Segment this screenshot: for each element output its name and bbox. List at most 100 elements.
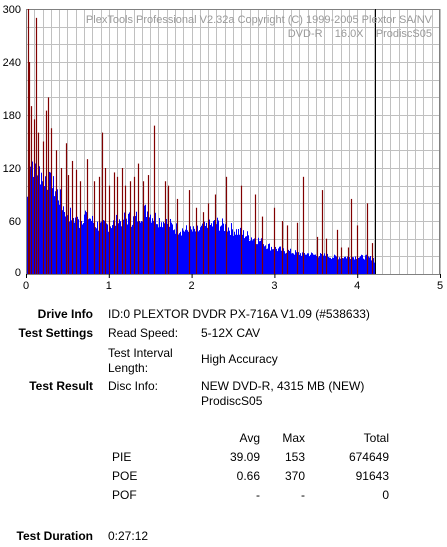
pie-bar xyxy=(197,225,198,274)
pie-bar xyxy=(118,223,119,274)
pie-bar xyxy=(41,172,42,274)
pie-bar xyxy=(116,214,117,274)
pie-bar xyxy=(237,234,238,274)
disc-info-line-1: NEW DVD-R, 4315 MB (NEW) xyxy=(201,379,365,393)
pie-bar xyxy=(257,244,258,274)
pie-bar xyxy=(239,234,240,274)
pie-bar xyxy=(278,248,279,274)
pie-bar xyxy=(63,206,64,274)
pie-bar xyxy=(267,248,268,274)
y-tick-label: 240 xyxy=(3,57,21,69)
pie-bar xyxy=(47,189,48,274)
pie-bar xyxy=(314,254,315,274)
pie-bar xyxy=(289,250,290,274)
pie-bar xyxy=(350,259,351,274)
pie-bar xyxy=(100,222,101,274)
watermark-line-2: DVD-R 16.0X ProdiscS05 xyxy=(288,28,432,40)
pie-bar xyxy=(67,215,68,274)
pie-bar xyxy=(331,259,332,274)
pie-bar xyxy=(213,220,214,274)
pie-bar xyxy=(238,229,239,274)
pie-bar xyxy=(155,212,156,274)
pie-bar xyxy=(272,249,273,274)
pie-bar xyxy=(211,223,212,274)
pie-bar xyxy=(166,218,167,274)
x-tick-label: 3 xyxy=(271,280,277,292)
pie-bar xyxy=(313,254,314,274)
drive-info-value: ID:0 PLEXTOR DVDR PX-716A V1.09 (#538633… xyxy=(108,307,370,321)
pie-bar xyxy=(281,250,282,274)
pie-bar xyxy=(225,224,226,274)
pie-bar xyxy=(224,231,225,274)
pie-bar xyxy=(55,191,56,274)
pof-row-max: - xyxy=(301,488,305,502)
pie-bar xyxy=(339,257,340,274)
pie-bar xyxy=(33,176,34,274)
pie-bar xyxy=(73,218,74,274)
pie-bar xyxy=(358,258,359,274)
results-header-total: Total xyxy=(363,431,389,445)
pie-bar xyxy=(157,224,158,274)
pie-bar xyxy=(363,258,364,274)
pie-bar xyxy=(103,220,104,274)
y-tick-label: 60 xyxy=(9,216,21,228)
pie-bar xyxy=(174,229,175,274)
pie-bar xyxy=(159,217,160,274)
pie-bar xyxy=(228,227,229,274)
pie-bar xyxy=(58,200,59,274)
pie-bar xyxy=(160,226,161,274)
pie-bar xyxy=(179,233,180,274)
pie-bar xyxy=(275,246,276,274)
pie-bar xyxy=(373,258,374,274)
y-axis-ticks: 0 60 120 180 240 300 xyxy=(3,4,21,279)
pie-bar xyxy=(212,226,213,274)
x-tick-label: 0 xyxy=(23,280,29,292)
pie-bar xyxy=(106,223,107,274)
pie-bar xyxy=(91,220,92,274)
pie-bar xyxy=(152,218,153,274)
pie-bar xyxy=(253,239,254,274)
pie-bar xyxy=(57,189,58,274)
pie-bar xyxy=(194,228,195,274)
pie-bar xyxy=(349,257,350,274)
pie-bar xyxy=(219,230,220,274)
pie-bar xyxy=(86,212,87,274)
pie-bar xyxy=(309,256,310,274)
pie-bar xyxy=(223,223,224,274)
test-result-label: Test Result xyxy=(29,379,93,393)
pie-bar xyxy=(127,224,128,274)
pie-bar xyxy=(335,255,336,274)
pie-bar xyxy=(42,181,43,274)
pie-bar xyxy=(312,253,313,274)
pie-bar xyxy=(290,248,291,274)
pie-bar xyxy=(107,224,108,274)
pie-bar xyxy=(353,257,354,274)
pie-bar xyxy=(338,259,339,274)
y-tick-label: 0 xyxy=(15,267,21,279)
test-duration-value: 0:27:12 xyxy=(108,529,149,543)
pie-bar xyxy=(268,244,269,274)
y-tick-label: 180 xyxy=(3,110,21,122)
x-axis-ticks: 0 1 2 3 4 5 xyxy=(23,274,443,292)
pie-bar xyxy=(84,214,85,274)
pie-bar xyxy=(266,249,267,274)
pie-bar xyxy=(95,227,96,274)
pie-bar xyxy=(183,230,184,274)
pie-bar xyxy=(163,221,164,274)
pie-bar xyxy=(195,231,196,274)
pie-bar xyxy=(128,213,129,274)
pie-bar xyxy=(252,240,253,274)
pie-bar xyxy=(218,220,219,274)
pie-bar xyxy=(286,252,287,274)
pie-bar xyxy=(111,228,112,274)
pie-bar xyxy=(320,253,321,274)
pie-bar xyxy=(126,218,127,274)
pie-bar xyxy=(176,223,177,274)
pof-row-total: 0 xyxy=(382,488,389,502)
pie-bar xyxy=(306,254,307,274)
pie-bar xyxy=(150,214,151,274)
pie-bar xyxy=(284,251,285,274)
pie-bar xyxy=(362,255,363,274)
pie-bar xyxy=(248,235,249,274)
test-duration-label: Test Duration xyxy=(16,529,93,543)
